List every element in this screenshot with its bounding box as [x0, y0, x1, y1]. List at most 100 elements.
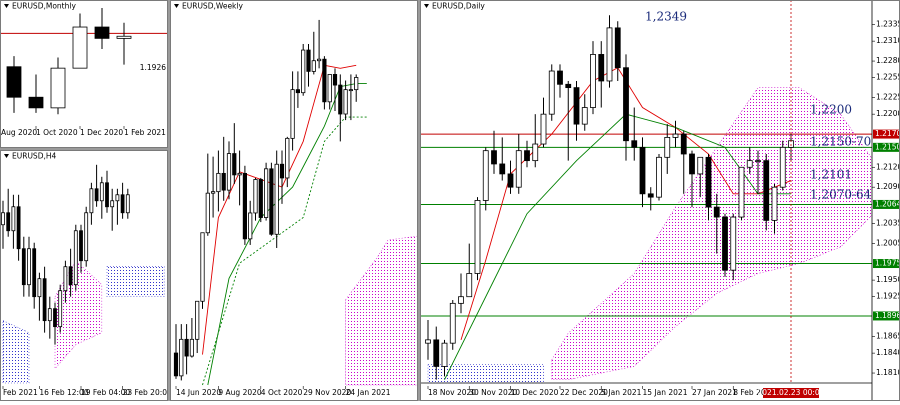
y-tick-label: 1.2200 — [876, 109, 900, 118]
chart-title: EURUSD,Weekly — [182, 2, 243, 11]
candle-body — [64, 267, 67, 291]
candle-body — [747, 161, 752, 168]
x-tick-label: 14 Jun 2020 — [176, 388, 221, 397]
candle-body — [227, 154, 230, 191]
candle-body — [349, 90, 352, 91]
level-tag-label: 1.2150 — [875, 142, 900, 151]
candle-body — [217, 173, 220, 191]
chart-title: EURUSD,Monthly — [12, 2, 76, 11]
candle-body — [29, 97, 43, 108]
annotation: 1,2150-70 — [810, 135, 871, 149]
candle-body — [74, 231, 77, 285]
candle-body — [607, 28, 612, 81]
candle-body — [475, 200, 480, 273]
candle-body — [333, 74, 336, 85]
panel-background — [0, 0, 168, 148]
candle-body — [17, 207, 20, 249]
candle-body — [328, 74, 331, 101]
candle-body — [7, 67, 21, 97]
x-tick-label: 1 Oct 2020 — [36, 128, 78, 137]
y-tick-label: 1.1865 — [876, 332, 900, 341]
x-tick-label: 1 Dec 2020 — [80, 128, 123, 137]
x-tick-label: 9 Aug 2020 — [218, 388, 261, 397]
candle-body — [648, 194, 653, 197]
candle-body — [624, 68, 629, 141]
candle-body — [280, 164, 283, 178]
x-tick-label: Aug 2020 — [1, 128, 37, 137]
candle-body — [254, 179, 257, 212]
ichimoku-cloud — [428, 364, 544, 383]
candle-body — [533, 144, 538, 161]
candle-body — [582, 108, 587, 125]
x-tick-label: 23 Feb 20:00 — [123, 388, 172, 397]
x-tick-label: 15 Jan 2021 — [643, 388, 688, 397]
candle-body — [706, 157, 711, 207]
candle-body — [640, 147, 645, 193]
candle-body — [690, 154, 695, 174]
x-tick-label: 10 Dec 2020 — [511, 388, 559, 397]
candle-body — [673, 134, 678, 137]
y-tick-label: 1.2255 — [876, 73, 900, 82]
candle-body — [28, 249, 31, 285]
candle-body — [339, 85, 342, 114]
candle-body — [126, 195, 129, 213]
candle-body — [302, 50, 305, 93]
candle-body — [558, 71, 563, 84]
candle-body — [51, 68, 65, 108]
y-tick-label: 1.2225 — [876, 93, 900, 102]
candle-body — [681, 134, 686, 154]
candle-body — [764, 161, 769, 221]
candle-body — [270, 169, 273, 234]
candle-body — [467, 273, 472, 296]
candle-body — [615, 28, 620, 68]
annotation: 1,2101 — [810, 168, 852, 182]
x-tick-label: Feb 2021 — [3, 388, 38, 397]
x-tick-label: 27 Jan 2021 — [692, 388, 737, 397]
candle-body — [291, 90, 294, 139]
candle-body — [38, 279, 41, 297]
candle-body — [238, 173, 241, 175]
candle-body — [698, 157, 703, 174]
price-label: 1.1926 — [140, 63, 166, 72]
x-tick-label: 29 Nov 2020 — [303, 388, 351, 397]
candle-body — [723, 217, 728, 270]
candle-body — [85, 213, 88, 261]
candle-body — [323, 59, 326, 102]
y-tick-label: 1.1950 — [876, 275, 900, 284]
candle-body — [714, 207, 719, 217]
level-tag-label: 1.2064 — [875, 199, 900, 208]
candle-body — [106, 183, 109, 207]
x-tick-label: 24 Jan 2021 — [346, 388, 391, 397]
chart-title: EURUSD,Daily — [432, 2, 485, 11]
candle-body — [90, 189, 93, 213]
candle-body — [307, 50, 310, 71]
candle-body — [312, 61, 315, 72]
candle-body — [780, 147, 785, 187]
cursor-tag-label: 2021.02.23 00:00 — [758, 388, 825, 397]
candle-body — [549, 71, 554, 114]
candle-body — [259, 179, 262, 217]
candle-body — [73, 27, 87, 68]
y-tick-label: 1.2120 — [876, 162, 900, 171]
candle-body — [566, 84, 571, 87]
level-tag-label: 1.1896 — [875, 311, 900, 320]
candle-body — [121, 195, 124, 213]
candle-body — [180, 339, 183, 376]
candle-body — [54, 309, 57, 327]
candle-body — [80, 231, 83, 261]
candle-body — [206, 193, 209, 233]
candle-body — [116, 195, 119, 201]
y-tick-label: 1.2035 — [876, 219, 900, 228]
candle-body — [211, 192, 214, 194]
candle-body — [772, 187, 777, 220]
level-tag-label: 1.2170 — [875, 129, 900, 138]
candle-body — [111, 201, 114, 207]
y-tick-label: 1.2005 — [876, 239, 900, 248]
y-tick-label: 1.2090 — [876, 182, 900, 191]
candle-body — [739, 167, 744, 217]
y-tick-label: 1.2310 — [876, 36, 900, 45]
candle-body — [508, 174, 513, 187]
